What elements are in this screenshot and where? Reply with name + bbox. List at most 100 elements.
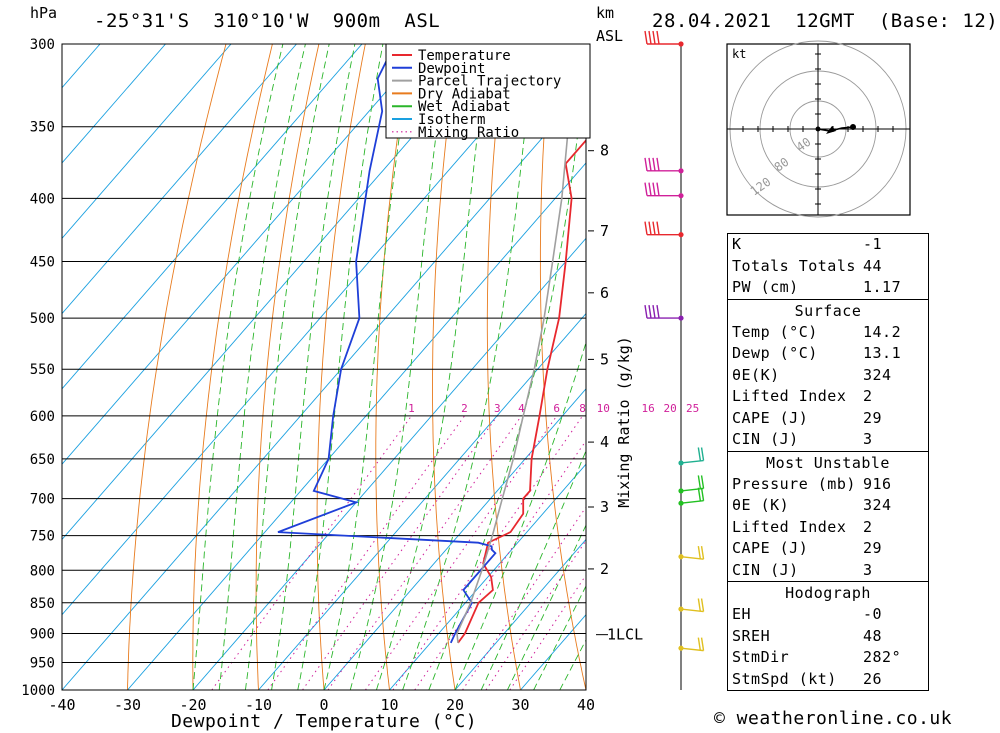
mixing-ratio-label: 16 [642,402,655,415]
pressure-tick-label: 850 [30,596,55,612]
mixing-ratio-label: 2 [461,402,468,415]
pressure-tick-label: 400 [30,191,55,207]
temperature-tick-label: 40 [577,696,595,714]
isotherm-line [127,162,586,690]
wind-barb-flag [652,182,656,196]
isotherm-line [62,44,166,164]
mixing-ratio-axis-title: Mixing Ratio (g/kg) [615,336,633,508]
most-unstable-value: 29 [863,539,883,557]
surface-row: Lifted Index 2 [728,386,928,408]
dry-adiabat-line [432,44,459,690]
pressure-tick-label: 600 [30,409,55,425]
isotherm-line [62,87,586,690]
surface-value: 13.1 [863,344,902,362]
dewpoint-series [277,44,497,644]
wind-barb-flag [656,304,660,319]
wet-adiabat-line [349,44,450,690]
height-tick-label: 7 [600,222,609,240]
mixing-ratio-label: 20 [664,402,677,415]
wind-barb-flag [644,221,648,235]
surface-label: CAPE (J) [732,408,809,427]
wind-barb-flag [656,221,660,235]
legend-entry: Wet Adiabat [418,99,511,115]
surface-label: θE(K) [732,365,780,384]
surface-label: CIN (J) [732,430,799,448]
temperature-tick-label: -10 [245,696,272,714]
most-unstable-label: CIN (J) [732,560,799,579]
wet-adiabat-line [480,449,586,690]
pressure-tick-label: 700 [30,492,55,508]
dry-adiabat-line [969,44,1000,690]
wind-barb-flag [700,447,705,461]
wet-adiabat-line [402,44,536,690]
wind-barb [644,30,681,45]
index-value: -1 [863,235,883,253]
mixing-ratio-line [327,415,522,690]
pressure-tick-label: 900 [30,626,55,642]
legend-entry: Mixing Ratio [418,125,519,141]
wind-barb-flag [644,304,648,319]
wind-barb-flag [700,487,705,501]
wind-barb-shaft [680,487,704,492]
isotherm-line [323,388,586,690]
wind-barb-flag [652,304,656,319]
isotherm-line [62,44,232,239]
mixing-ratio-line [302,415,498,690]
temperature-tick-label: 10 [380,696,398,714]
wind-barb-flag [656,30,660,45]
wind-barb-flag [656,157,660,171]
index-label: Totals Totals [732,256,856,275]
wind-barb [680,546,705,560]
hodograph-origin [815,126,821,132]
mixing-ratio-line [364,415,558,690]
storm-motion-arrow [826,126,836,134]
isotherm-line [192,237,586,690]
wind-barb-flag [644,182,648,196]
wind-barb [644,157,681,172]
legend-box [385,43,591,139]
wind-barb-flag [697,546,702,560]
hodograph-stat-row: StmDir 282° [728,647,928,669]
hodograph-trace [817,126,854,132]
isotherm-line [258,312,586,690]
isotherm-line [62,44,494,541]
wind-barb-flag [697,637,702,651]
most-unstable-value: 2 [863,517,873,536]
pressure-tick-label: 550 [30,362,55,378]
most-unstable-row: Pressure (mb) 916 [728,474,928,496]
wind-barb-flag [700,637,705,651]
wind-barb-flag [697,475,702,489]
most-unstable-row: θE (K) 324 [728,495,928,517]
legend-entry: Parcel Trajectory [418,74,561,90]
wind-barb-flag [648,157,652,171]
wind-barb [680,598,705,613]
most-unstable-title: Most Unstable [766,453,890,472]
hodograph-stat-label: SREH [732,626,771,645]
surface-label: Dewp (°C) [732,344,818,362]
isotherm-line [62,44,428,465]
dry-adiabat-line [375,44,413,690]
copyright-footer: © weatheronline.co.uk [714,708,953,729]
surface-row: Dewp (°C) 13.1 [728,343,928,365]
most-unstable-value: 916 [863,474,892,493]
height-unit-label: km [596,4,615,22]
index-label: PW (cm) [732,278,799,296]
wet-adiabat-line [192,44,284,690]
wind-barb [680,487,705,504]
hodograph-stat-value: 282° [863,648,902,666]
hodograph-stats-title: Hodograph [785,584,871,602]
surface-value: 2 [863,387,873,405]
mixing-ratio-label: 3 [494,402,501,415]
temperature-tick-label: -20 [179,696,206,714]
mixing-ratio-line [267,415,465,690]
wind-barb [680,637,705,652]
wind-barb-shaft [680,500,704,504]
plot-frame [61,43,587,691]
most-unstable-row: CAPE (J) 29 [728,538,928,560]
wind-barb-flag [652,157,656,171]
wind-barb-flag [697,487,702,501]
pressure-tick-label: 750 [30,529,55,545]
wind-barb [644,182,681,197]
wet-adiabat-line [218,44,306,690]
